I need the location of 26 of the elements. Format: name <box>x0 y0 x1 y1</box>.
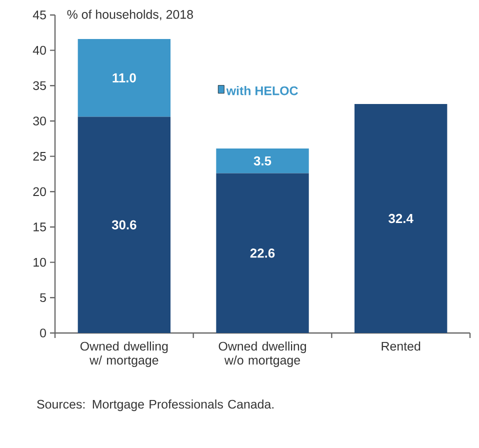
y-tick-label: 15 <box>34 222 46 232</box>
y-tick-label: 25 <box>33 152 46 161</box>
y-axis-title: % of households, 2018 <box>67 10 193 20</box>
bar <box>216 173 309 333</box>
x-tick-label: Owned dwelling w/ mortgage <box>80 341 168 368</box>
y-tick-label: 5 <box>40 293 46 302</box>
legend-label: with HELOC <box>226 86 298 96</box>
y-tick-label: 10 <box>34 258 46 267</box>
source-note: Sources: Mortgage Professionals Canada. <box>37 400 274 412</box>
data-label: 32.4 <box>388 214 414 224</box>
bar <box>354 104 448 333</box>
y-tick-label: 45 <box>32 10 46 20</box>
bar <box>78 116 171 333</box>
data-label: 11.0 <box>112 73 136 82</box>
y-tick-label: 20 <box>33 187 46 196</box>
y-tick-label: 40 <box>32 46 46 55</box>
x-tick-label: Owned dwelling w/o mortgage <box>218 341 306 368</box>
data-label: 30.6 <box>112 220 136 230</box>
bar <box>78 39 171 117</box>
y-tick-label: 30 <box>33 116 46 126</box>
bar <box>216 148 309 174</box>
x-tick-label: Rented <box>382 341 420 351</box>
y-tick-label: 35 <box>33 81 46 90</box>
data-label: 22.6 <box>250 248 275 258</box>
data-label: 3.5 <box>254 156 272 166</box>
y-tick-label: 0 <box>40 328 46 338</box>
